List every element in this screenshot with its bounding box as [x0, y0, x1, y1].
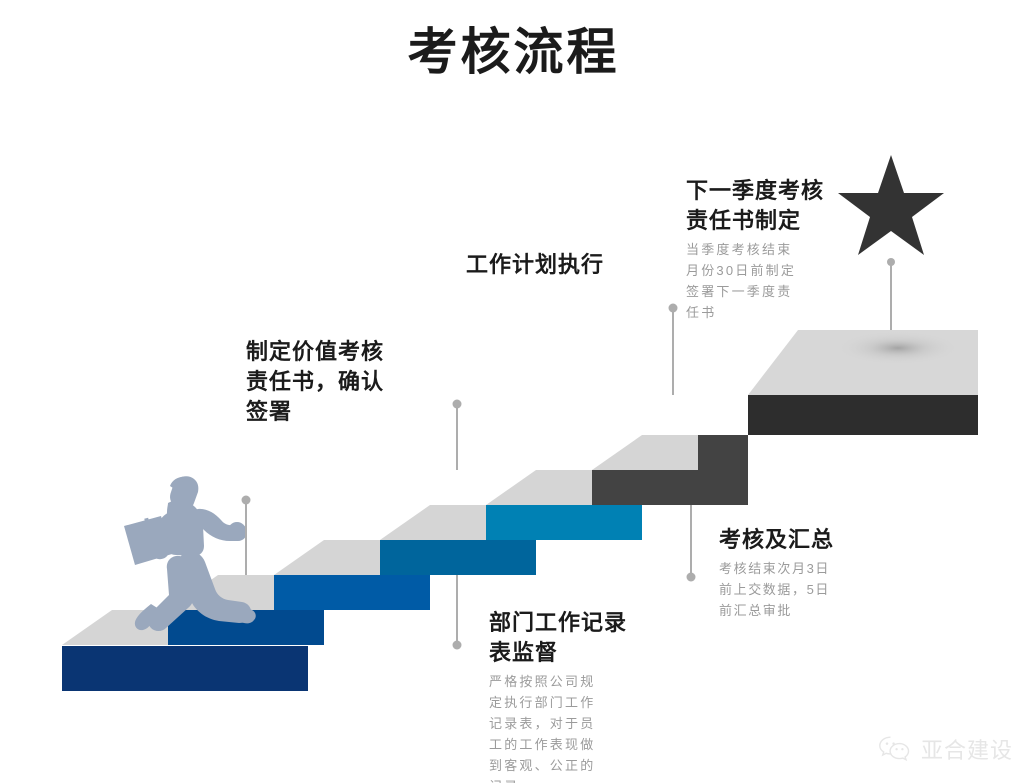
- step-label-heading: 工作计划执行: [466, 252, 605, 277]
- stair-step-6: [592, 435, 748, 505]
- step-label-value-assessment[interactable]: 制定价值考核 责任书，确认 签署: [246, 337, 446, 427]
- businessman-walking-icon: [124, 476, 256, 631]
- step-label-work-plan-execution[interactable]: 工作计划执行: [466, 250, 666, 280]
- watermark: 亚合建设: [878, 733, 1013, 765]
- star-icon: [838, 155, 944, 255]
- stair-step-7-top-glow: [836, 331, 960, 365]
- step-label-heading: 制定价值考核 责任书，确认 签署: [246, 339, 385, 424]
- step-label-heading: 下一季度考核 责任书制定: [686, 178, 825, 233]
- step-label-heading: 考核及汇总: [719, 527, 835, 552]
- step-label-heading: 部门工作记录 表监督: [489, 610, 628, 665]
- step-label-department-record-supervision[interactable]: 部门工作记录 表监督 严格按照公司规 定执行部门工作 记录表，对于员 工的工作表…: [489, 608, 661, 783]
- stair-step-7: [748, 330, 978, 435]
- wechat-icon: [879, 736, 910, 762]
- step-label-body: 当季度考核结束 月份30日前制定 签署下一季度责 任书: [686, 242, 797, 320]
- connector-step7: [887, 258, 895, 330]
- stair-step-1-front: [62, 646, 308, 691]
- step-label-next-quarter[interactable]: 下一季度考核 责任书制定 当季度考核结束 月份30日前制定 签署下一季度责 任书: [686, 176, 856, 323]
- step-label-assessment-summary[interactable]: 考核及汇总 考核结束次月3日 前上交数据，5日 前汇总审批: [719, 525, 909, 621]
- connector-step4: [241, 495, 251, 575]
- watermark-brand: 亚合建设: [920, 739, 1013, 764]
- connector-step3: [452, 575, 462, 650]
- step-label-body: 严格按照公司规 定执行部门工作 记录表，对于员 工的工作表现做 到客观、公正的 …: [489, 674, 596, 783]
- step-label-body: 考核结束次月3日 前上交数据，5日 前汇总审批: [719, 561, 831, 618]
- connector-step7-label: [668, 303, 678, 395]
- page-title: 考核流程: [407, 24, 620, 80]
- connector-step2: [686, 505, 696, 582]
- stair-step-7-front: [748, 395, 978, 435]
- stair-step-6-front: [592, 435, 748, 505]
- connector-step5: [452, 399, 462, 470]
